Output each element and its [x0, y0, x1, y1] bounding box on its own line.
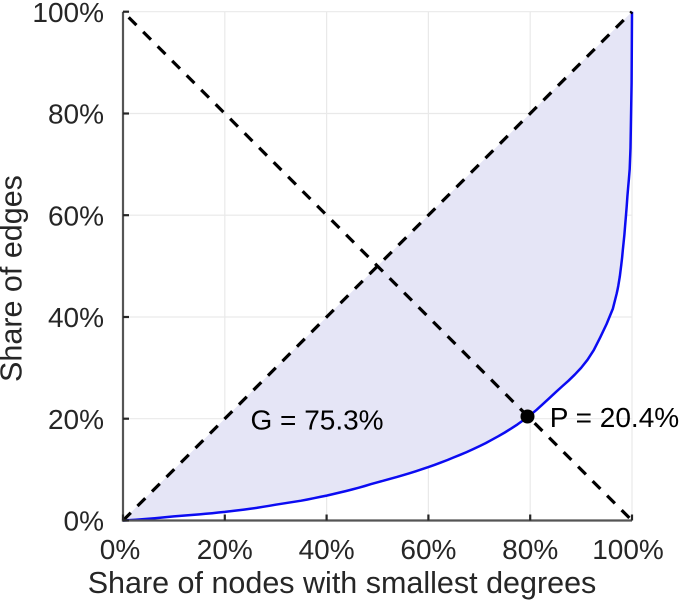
svg-text:0%: 0% [64, 506, 104, 537]
svg-text:20%: 20% [48, 404, 104, 435]
svg-text:Share of nodes with smallest d: Share of nodes with smallest degrees [88, 566, 597, 600]
svg-text:P = 20.4%: P = 20.4% [550, 402, 679, 433]
svg-text:20%: 20% [197, 534, 253, 565]
svg-text:0%: 0% [100, 534, 140, 565]
svg-text:80%: 80% [502, 534, 558, 565]
svg-text:Share of edges: Share of edges [0, 175, 29, 382]
svg-text:60%: 60% [48, 200, 104, 231]
svg-text:60%: 60% [400, 534, 456, 565]
svg-text:100%: 100% [592, 534, 664, 565]
svg-text:40%: 40% [299, 534, 355, 565]
svg-text:40%: 40% [48, 302, 104, 333]
svg-text:100%: 100% [32, 0, 104, 28]
svg-text:G = 75.3%: G = 75.3% [251, 405, 384, 436]
svg-text:80%: 80% [48, 99, 104, 130]
